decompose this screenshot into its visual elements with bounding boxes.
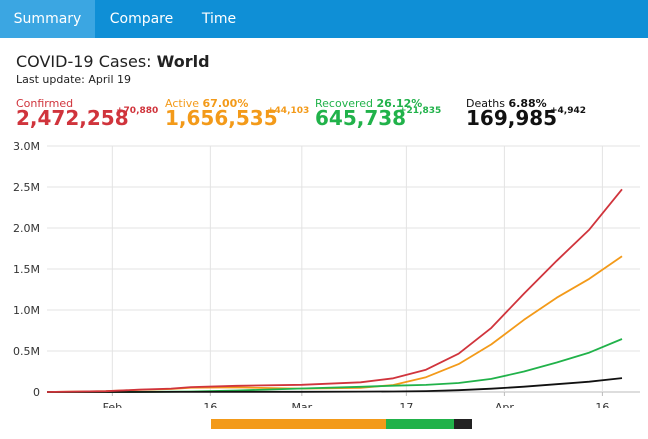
tab-bar: Summary Compare Time (0, 0, 648, 38)
y-tick-label: 2.0M (13, 222, 40, 235)
tab-summary[interactable]: Summary (0, 0, 95, 38)
y-tick-label: 1.5M (13, 263, 40, 276)
title-region: World (156, 52, 210, 71)
stat-recovered: Recovered 26.12% 645,738 +21,835 (315, 92, 441, 130)
deaths-series-line (47, 377, 623, 393)
stat-active: Active 67.00% 1,656,535 +44,103 (165, 92, 309, 130)
x-tick-label: Apr (495, 401, 515, 408)
deaths-value: 169,985 (466, 106, 558, 130)
x-tick-label: 16 (595, 401, 609, 408)
recovered-value: 645,738 (315, 106, 407, 130)
active-label: Active (165, 97, 200, 110)
slider-segment-recovered[interactable] (386, 419, 454, 429)
title-prefix: COVID-19 Cases: (16, 52, 157, 71)
confirmed-value: 2,472,258 (16, 106, 129, 130)
x-tick-label: Feb (103, 401, 122, 408)
recovered-label: Recovered (315, 97, 374, 110)
confirmed-delta: +70,880 (116, 106, 159, 116)
recovered-delta: +21,835 (399, 106, 442, 116)
confirmed-label: Confirmed (16, 97, 74, 110)
page-title: COVID-19 Cases: World (16, 52, 210, 71)
slider-segment-deaths[interactable] (454, 419, 472, 429)
x-tick-label: 17 (399, 401, 413, 408)
y-tick-label: 2.5M (13, 181, 40, 194)
active-delta: +44,103 (267, 106, 310, 116)
stat-deaths: Deaths 6.88% 169,985 +4,942 (466, 92, 586, 130)
deaths-delta: +4,942 (550, 106, 587, 116)
active-value: 1,656,535 (165, 106, 278, 130)
stat-confirmed: Confirmed 2,472,258 +70,880 (16, 92, 158, 130)
x-tick-label: 16 (203, 401, 217, 408)
y-tick-label: 0.5M (13, 345, 40, 358)
recovered-percent: 26.12% (376, 97, 423, 110)
x-tick-label: Mar (291, 401, 312, 408)
y-tick-label: 0 (33, 386, 40, 399)
y-tick-label: 3.0M (13, 140, 40, 153)
tab-compare[interactable]: Compare (109, 11, 174, 27)
slider-segment-active[interactable] (211, 419, 386, 429)
deaths-percent: 6.88% (508, 97, 547, 110)
tab-time[interactable]: Time (201, 11, 237, 27)
deaths-label: Deaths (466, 97, 505, 110)
range-slider[interactable] (211, 419, 472, 429)
active-percent: 67.00% (202, 97, 249, 110)
confirmed-series-line (46, 188, 623, 393)
active-series-line (46, 255, 623, 393)
cases-line-chart: 0 0.5M 1.0M 1.5M 2.0M 2.5M 3.0M Feb 16 Mar 17 Apr 16 (13, 140, 640, 408)
y-tick-label: 1.0M (13, 304, 40, 317)
last-update: Last update: April 19 (16, 73, 132, 86)
